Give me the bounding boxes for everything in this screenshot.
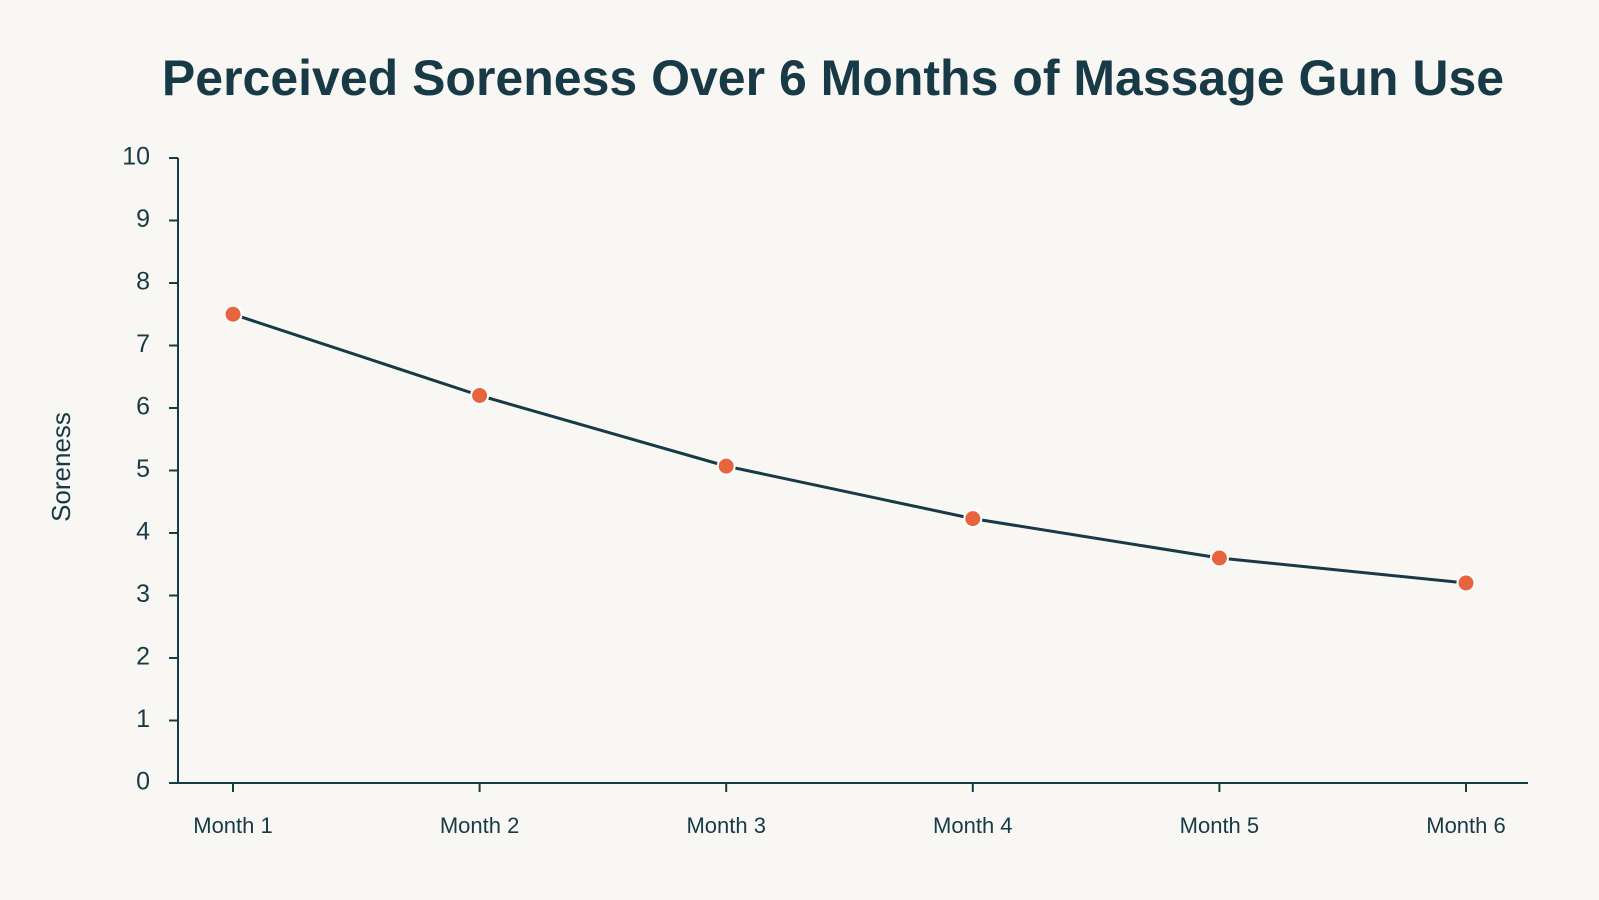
x-axis: Month 1 Month 2 Month 3 Month 4 Month 5 Month…	[178, 782, 1528, 838]
y-tick-label: 4	[136, 518, 150, 546]
marker-layer	[223, 304, 1476, 593]
y-tick-label: 5	[136, 455, 150, 483]
chart-title: Perceived Soreness Over 6 Months of Mass…	[162, 50, 1504, 106]
y-axis: 0 1 2 3 4 5 6 7 8 9 10	[122, 143, 179, 796]
y-tick-label: 2	[136, 643, 150, 671]
data-point	[963, 509, 983, 529]
series-line	[231, 312, 1468, 585]
x-tick-label: Month 6	[1426, 813, 1506, 838]
y-tick-label: 8	[136, 268, 150, 296]
y-tick-label: 0	[136, 768, 150, 796]
x-tick-label: Month 2	[440, 813, 520, 838]
series-layer	[231, 312, 1468, 585]
data-point	[1209, 548, 1229, 568]
y-tick-label: 7	[136, 330, 150, 358]
y-tick-label: 6	[136, 393, 150, 421]
data-point	[716, 456, 736, 476]
y-tick-label: 1	[136, 705, 150, 733]
x-tick-label: Month 4	[933, 813, 1013, 838]
x-tick-label: Month 5	[1180, 813, 1260, 838]
x-tick-label: Month 1	[193, 813, 273, 838]
y-tick-label: 3	[136, 580, 150, 608]
data-point	[223, 304, 243, 324]
y-tick-label: 10	[122, 143, 150, 171]
data-point	[470, 386, 490, 405]
x-tick-label: Month 3	[686, 813, 766, 838]
y-axis-label: Soreness	[46, 412, 76, 522]
data-point	[1456, 573, 1476, 593]
y-tick-label: 9	[136, 205, 150, 233]
